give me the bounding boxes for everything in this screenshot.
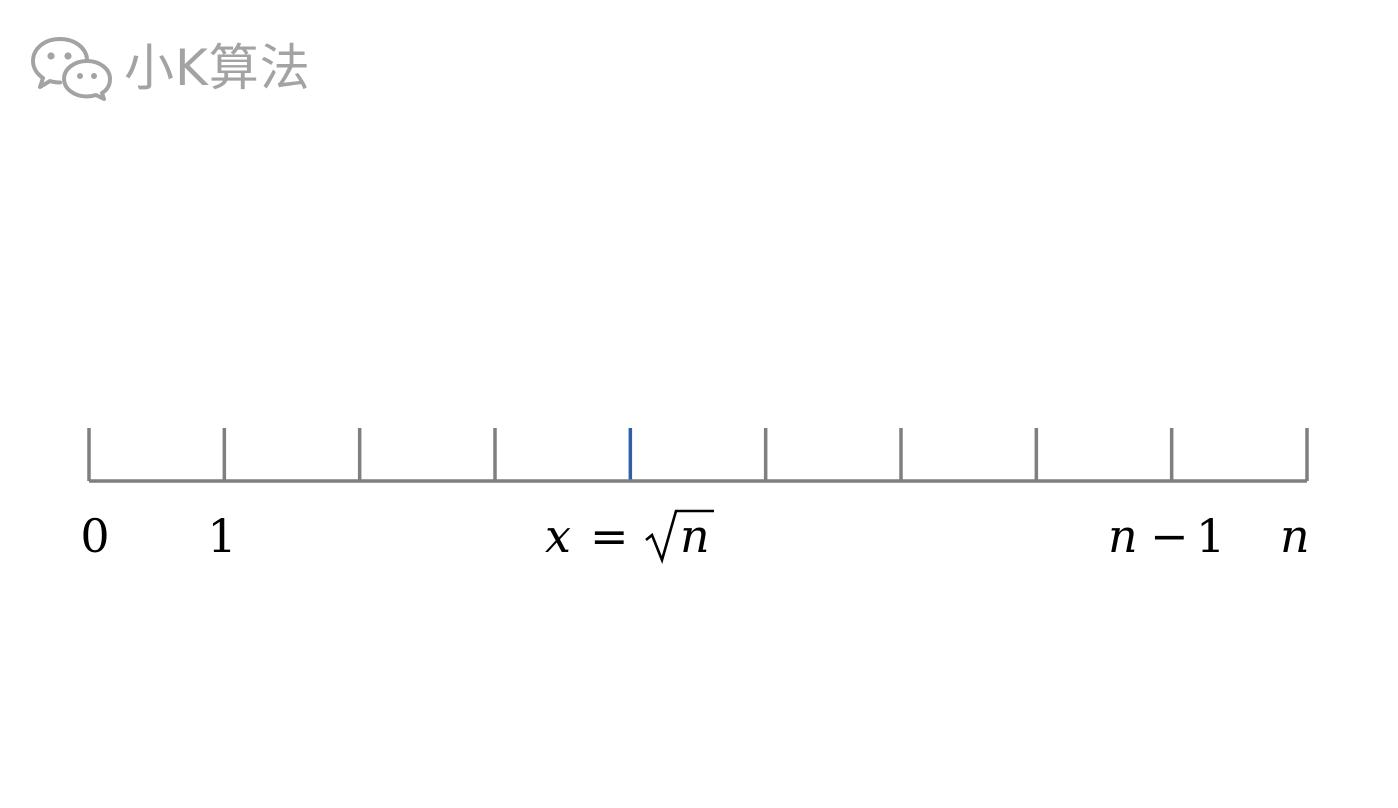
label-sqrt-n: x = n	[545, 509, 714, 565]
wechat-icon	[31, 37, 112, 101]
label-minus-sign: −	[1150, 509, 1189, 563]
watermark: 小K算法	[30, 33, 311, 103]
label-zero: 0	[80, 509, 109, 563]
label-equals-sign: =	[590, 509, 629, 563]
label-radicand: n	[680, 509, 710, 563]
label-n-variable: n	[1108, 509, 1138, 563]
label-n-minus-one: n − 1	[1108, 509, 1225, 563]
radical-sign	[645, 509, 714, 565]
tick-group	[87, 428, 1309, 481]
label-x-variable: x	[545, 509, 571, 563]
label-minus-one-digit: 1	[1196, 509, 1225, 563]
watermark-text: 小K算法	[124, 39, 311, 97]
label-one: 1	[207, 509, 236, 563]
label-n: n	[1280, 509, 1310, 563]
